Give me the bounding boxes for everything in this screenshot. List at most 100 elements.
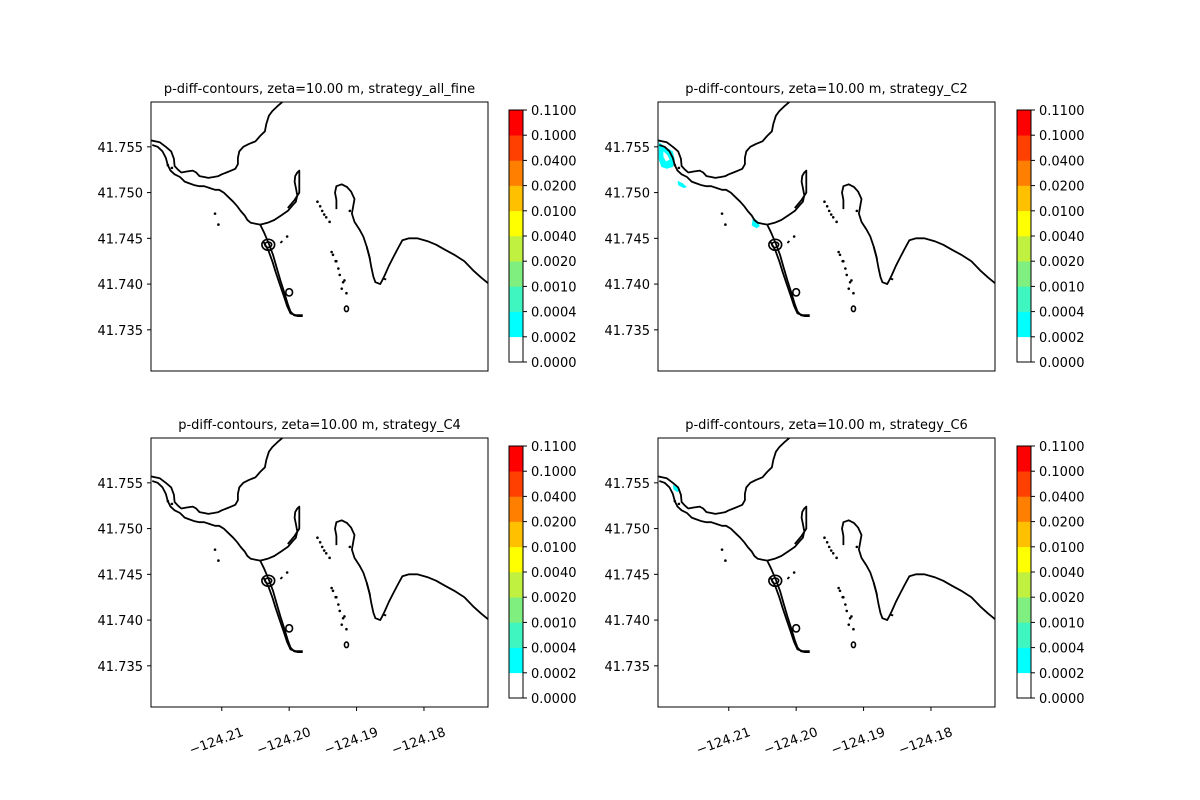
coastline-dot-7 xyxy=(318,541,322,544)
coastline-dot-11 xyxy=(835,556,838,560)
coastline-segment-8 xyxy=(890,613,894,617)
colorbar-band-2 xyxy=(1017,647,1031,674)
coastline-dot-5 xyxy=(792,571,796,574)
colorbar-tick-label: 0.0020 xyxy=(1039,255,1085,270)
colorbar-band-4 xyxy=(1017,597,1031,623)
colorbar-tick-label: 0.0400 xyxy=(531,490,577,505)
y-tick-label: 41.740 xyxy=(98,614,144,629)
coastline-dot-8 xyxy=(320,209,324,213)
coastline-dot-19 xyxy=(341,616,345,620)
colorbar-tick-label: 0.1000 xyxy=(1039,129,1085,144)
axes-frame xyxy=(150,101,489,372)
coastline-dot-7 xyxy=(825,541,829,544)
coastline-dot-10 xyxy=(324,551,328,555)
colorbar-tick-label: 0.0040 xyxy=(1039,230,1085,245)
coastline-segment-7 xyxy=(872,582,878,596)
colorbar-band-10 xyxy=(1017,110,1031,136)
colorbar-band-1 xyxy=(509,672,523,699)
colorbar-tick-label: 0.0200 xyxy=(1039,180,1085,195)
colorbar-band-7 xyxy=(509,521,523,548)
coastline-segment-8 xyxy=(890,277,894,281)
y-tick-label: 41.740 xyxy=(98,278,144,293)
coastline-segment-3 xyxy=(766,169,808,226)
colorbar-band-4 xyxy=(1017,261,1031,287)
colorbar-band-6 xyxy=(1017,546,1031,573)
coastline-dot-11 xyxy=(835,220,838,224)
coastline-dot-21 xyxy=(334,595,337,599)
coastline-dot-1 xyxy=(166,163,170,167)
coastline-loop-1 xyxy=(768,574,783,588)
colorbar-tick-label: 0.0000 xyxy=(531,356,577,371)
coastline-dot-18 xyxy=(343,615,346,618)
colorbar-band-5 xyxy=(1017,572,1031,598)
map-content xyxy=(658,102,995,317)
colorbar-tick-label: 0.0002 xyxy=(531,667,577,682)
coastline-dot-6 xyxy=(823,536,826,540)
colorbar-tick-label: 0.1000 xyxy=(531,465,577,480)
coastline-dot-2 xyxy=(170,502,174,506)
colorbar: 0.0000 0.0002 0.0004 0.0010 0.0020 0.0040 0.01… xyxy=(508,440,577,707)
colorbar-band-7 xyxy=(1017,185,1031,212)
colorbar-tick-label: 0.0020 xyxy=(1039,591,1085,606)
coastline-segment-1 xyxy=(151,102,283,179)
coastline-dot-22 xyxy=(330,586,333,590)
colorbar-tick-label: 0.0004 xyxy=(531,306,577,321)
colorbar-band-2 xyxy=(509,647,523,674)
coastline-dot-22 xyxy=(837,250,840,254)
coastline-dot-15 xyxy=(845,273,849,277)
colorbar-band-4 xyxy=(509,261,523,287)
colorbar-band-7 xyxy=(509,185,523,212)
subplot-1: p-diff-contours, zeta=10.00 m, strategy_… xyxy=(98,82,577,372)
colorbar-band-6 xyxy=(509,546,523,573)
colorbar-band-3 xyxy=(509,286,523,312)
colorbar-band-2 xyxy=(509,311,523,338)
colorbar-tick-label: 0.0010 xyxy=(1039,616,1085,631)
colorbar-band-3 xyxy=(509,622,523,648)
coastline-dot-18 xyxy=(850,615,853,618)
coastline-dot-3 xyxy=(213,548,217,551)
colorbar-tick-label: 0.0004 xyxy=(531,642,577,657)
y-tick-label: 41.755 xyxy=(605,141,651,156)
coastline-segment-8 xyxy=(383,277,387,281)
coastline-segment-8 xyxy=(383,613,387,617)
colorbar-tick-label: 0.0040 xyxy=(531,230,577,245)
colorbar-band-6 xyxy=(1017,210,1031,237)
coastline-dot-15 xyxy=(338,609,342,613)
colorbar-tick-label: 0.1000 xyxy=(531,129,577,144)
coastline-dot-2 xyxy=(677,166,681,170)
coastline-dot-1 xyxy=(166,499,170,503)
coastline-dot-5 xyxy=(792,235,796,238)
coastline-dot-17 xyxy=(331,589,335,593)
y-tick-label: 41.745 xyxy=(98,568,144,583)
colorbar-tick-label: 0.0400 xyxy=(1039,154,1085,169)
colorbar-tick-label: 0.0100 xyxy=(531,205,577,220)
coastline-dot-14 xyxy=(847,623,851,626)
colorbar-tick-label: 0.0004 xyxy=(1039,642,1085,657)
coastline-segment-1 xyxy=(658,438,790,515)
colorbar-band-9 xyxy=(1017,471,1031,497)
colorbar: 0.0000 0.0002 0.0004 0.0010 0.0020 0.0040 0.01… xyxy=(1016,104,1085,371)
coastline-dot-14 xyxy=(340,287,344,290)
coastline-dot-8 xyxy=(320,545,324,549)
coastline-dot-6 xyxy=(316,200,319,204)
colorbar-band-4 xyxy=(509,597,523,623)
colorbar-tick-label: 0.1100 xyxy=(1039,104,1085,119)
coastline-dot-20 xyxy=(337,603,340,606)
coastline-loop-2 xyxy=(264,577,273,585)
colorbar-tick-label: 0.0002 xyxy=(1039,331,1085,346)
colorbar-tick-label: 0.0010 xyxy=(531,616,577,631)
colorbar-tick-label: 0.1000 xyxy=(1039,465,1085,480)
coastline-dot-12 xyxy=(855,209,859,213)
axes-frame xyxy=(150,437,489,708)
coastline-dot-20 xyxy=(844,267,847,270)
coastline-segment-3 xyxy=(766,505,808,562)
coastline-segment-3 xyxy=(259,169,301,226)
coastline-segment-9 xyxy=(786,576,791,580)
coastline-dot-5 xyxy=(285,235,289,238)
y-tick-label: 41.755 xyxy=(98,477,144,492)
coastline-dot-17 xyxy=(838,253,842,257)
coastline-dot-12 xyxy=(348,545,352,549)
coastline-dot-9 xyxy=(829,213,833,216)
colorbar-band-2 xyxy=(1017,311,1031,338)
colorbar-tick-label: 0.0002 xyxy=(1039,667,1085,682)
